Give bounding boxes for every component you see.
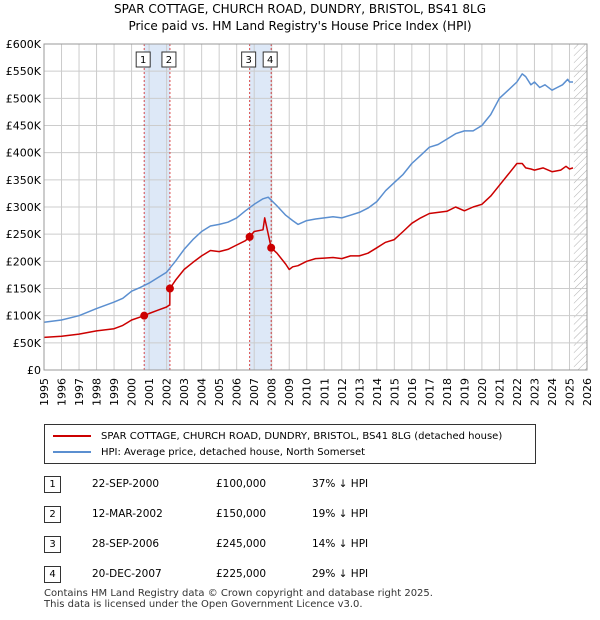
sale-label-text: 3 (245, 55, 251, 66)
legend-item-property: SPAR COTTAGE, CHURCH ROAD, DUNDRY, BRIST… (53, 429, 502, 443)
footer-copyright: Contains HM Land Registry data © Crown c… (44, 588, 433, 599)
transaction-number-badge: 4 (44, 566, 61, 583)
x-tick-label: 2010 (301, 378, 314, 406)
y-tick-label: £600K (6, 38, 42, 51)
x-tick-label: 2009 (283, 378, 296, 406)
sale-label-box (262, 51, 278, 68)
price-chart: 1 2 3 4 £0 £50K £100K £150K £200K £250K £300K £350… (6, 38, 594, 406)
sale-point (140, 311, 149, 320)
x-tick-label: 2003 (178, 378, 191, 406)
sale-label-box (161, 51, 177, 68)
x-tick-label: 2004 (196, 378, 209, 406)
x-tick-label: 2011 (318, 378, 331, 406)
sale-label-text: 2 (166, 55, 172, 66)
x-tick-label: 2000 (126, 378, 139, 406)
x-tick-label: 2007 (248, 378, 261, 406)
y-tick-label: £300K (6, 201, 42, 214)
chart-subtitle: Price paid vs. HM Land Registry's House … (128, 19, 472, 33)
legend-swatch-property (53, 435, 91, 437)
sale-point (245, 232, 254, 241)
legend-label-hpi: HPI: Average price, detached house, Nort… (101, 446, 366, 458)
x-tick-label: 2023 (528, 378, 541, 406)
x-tick-label: 2006 (231, 378, 244, 406)
legend-item-hpi: HPI: Average price, detached house, Nort… (53, 445, 365, 459)
y-tick-label: £150K (6, 283, 42, 296)
property-price-line (43, 162, 574, 339)
y-tick-label: £500K (6, 92, 42, 105)
transaction-hpi-diff: 29% ↓ HPI (312, 568, 369, 580)
legend-swatch-hpi (53, 451, 91, 453)
x-tick-label: 2017 (423, 378, 436, 406)
chart-title: SPAR COTTAGE, CHURCH ROAD, DUNDRY, BRIST… (113, 2, 487, 16)
x-tick-label: 2026 (581, 378, 594, 406)
transaction-number-badge: 3 (44, 536, 61, 553)
table-row: 3 28-SEP-2006 £245,000 14% ↓ HPI (44, 536, 424, 554)
sale-label-text: 4 (267, 55, 273, 66)
legend: SPAR COTTAGE, CHURCH ROAD, DUNDRY, BRIST… (44, 424, 536, 464)
transaction-date: 28-SEP-2006 (92, 538, 160, 550)
x-tick-label: 1998 (91, 378, 104, 406)
y-tick-label: £350K (6, 174, 42, 187)
sale-point (267, 243, 276, 252)
transaction-number-badge: 2 (44, 506, 61, 523)
y-tick-label: £100K (6, 310, 42, 323)
x-tick-label: 2008 (266, 378, 279, 406)
x-tick-label: 2013 (353, 378, 366, 406)
transaction-price: £245,000 (216, 538, 267, 550)
x-tick-label: 2016 (406, 378, 419, 406)
footer-attribution: Contains HM Land Registry data © Crown c… (44, 588, 433, 610)
x-tick-label: 1999 (108, 378, 121, 406)
x-tick-label: 1995 (38, 378, 51, 406)
table-row: 2 12-MAR-2002 £150,000 19% ↓ HPI (44, 506, 424, 524)
x-tick-label: 2005 (213, 378, 226, 406)
legend-label-property: SPAR COTTAGE, CHURCH ROAD, DUNDRY, BRIST… (101, 430, 503, 442)
x-tick-label: 2015 (388, 378, 401, 406)
hpi-line (43, 73, 573, 323)
x-tick-label: 2022 (511, 378, 524, 406)
transaction-price: £150,000 (216, 508, 267, 520)
transaction-date: 22-SEP-2000 (92, 478, 160, 490)
table-row: 1 22-SEP-2000 £100,000 37% ↓ HPI (44, 476, 424, 494)
y-tick-label: £0 (27, 364, 41, 377)
x-tick-label: 2002 (161, 378, 174, 406)
sale-label-box (135, 51, 151, 68)
transaction-hpi-diff: 19% ↓ HPI (312, 508, 369, 520)
x-tick-label: 2021 (493, 378, 506, 406)
y-tick-label: £50K (13, 337, 42, 350)
sale-point (165, 284, 174, 293)
footer-license: This data is licensed under the Open Gov… (44, 599, 363, 610)
y-tick-label: £450K (6, 120, 42, 133)
transaction-number-badge: 1 (44, 476, 61, 493)
x-tick-label: 2018 (441, 378, 454, 406)
x-tick-label: 2025 (563, 378, 576, 406)
x-tick-label: 1996 (56, 378, 69, 406)
transaction-hpi-diff: 37% ↓ HPI (312, 478, 369, 490)
transaction-hpi-diff: 14% ↓ HPI (312, 538, 369, 550)
table-row: 4 20-DEC-2007 £225,000 29% ↓ HPI (44, 566, 424, 584)
x-tick-label: 2001 (143, 378, 156, 406)
transaction-price: £225,000 (216, 568, 267, 580)
sale-label-box (241, 51, 257, 68)
y-tick-label: £200K (6, 255, 42, 268)
plot-frame (43, 43, 588, 371)
transaction-price: £100,000 (216, 478, 267, 490)
y-tick-label: £250K (6, 228, 42, 241)
x-tick-label: 2012 (336, 378, 349, 406)
x-tick-label: 1997 (73, 378, 86, 406)
transaction-date: 12-MAR-2002 (92, 508, 163, 520)
sale-label-text: 1 (140, 55, 146, 66)
x-tick-label: 2014 (371, 378, 384, 406)
x-tick-label: 2024 (546, 378, 559, 406)
y-tick-label: £550K (6, 65, 42, 78)
y-tick-label: £400K (6, 147, 42, 160)
x-tick-label: 2019 (458, 378, 471, 406)
transaction-date: 20-DEC-2007 (92, 568, 162, 580)
x-tick-label: 2020 (476, 378, 489, 406)
